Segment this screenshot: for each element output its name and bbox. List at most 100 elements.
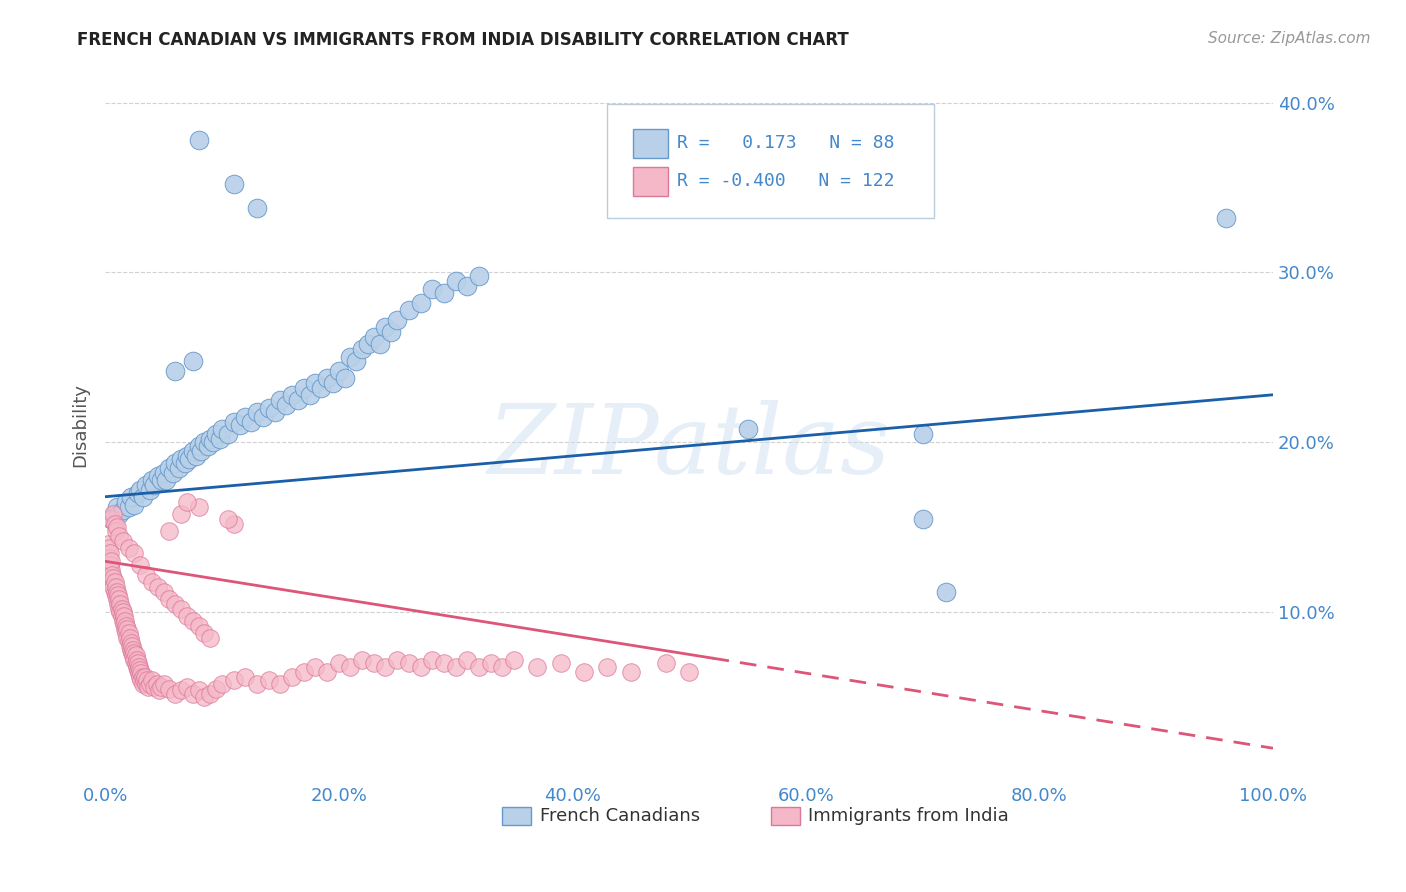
Point [110, 605, 132, 619]
Point [167, 460, 190, 475]
Point [176, 449, 198, 463]
Point [222, 516, 245, 531]
Point [620, 665, 643, 679]
Point [246, 676, 269, 690]
Point [100, 512, 122, 526]
Point [138, 676, 160, 690]
Point [162, 466, 184, 480]
Bar [633, 129, 668, 158]
Point [138, 680, 160, 694]
Point [120, 636, 142, 650]
Point [181, 614, 204, 628]
Point [176, 495, 198, 509]
Point [110, 602, 132, 616]
Point [124, 546, 146, 560]
Point [246, 405, 269, 419]
Point [115, 495, 138, 509]
Point [159, 681, 181, 696]
Point [111, 614, 134, 628]
Point [468, 659, 491, 673]
Point [344, 353, 367, 368]
Point [100, 563, 122, 577]
Text: FRENCH CANADIAN VS IMMIGRANTS FROM INDIA DISABILITY CORRELATION CHART: FRENCH CANADIAN VS IMMIGRANTS FROM INDIA… [77, 31, 849, 49]
Point [138, 483, 160, 497]
Point [200, 687, 222, 701]
Point [108, 529, 131, 543]
Point [263, 405, 285, 419]
Point [129, 483, 152, 497]
Point [276, 398, 298, 412]
Point [131, 490, 153, 504]
Point [105, 591, 128, 606]
Point [127, 657, 149, 671]
Point [193, 435, 215, 450]
Point [165, 364, 187, 378]
Point [143, 478, 166, 492]
Point [374, 659, 396, 673]
Point [252, 409, 274, 424]
Point [108, 591, 131, 606]
Point [131, 666, 153, 681]
Point [105, 520, 128, 534]
Point [322, 376, 344, 390]
Point [105, 500, 128, 514]
Point [155, 473, 177, 487]
Point [103, 580, 125, 594]
Text: Source: ZipAtlas.com: Source: ZipAtlas.com [1208, 31, 1371, 46]
Point [148, 683, 170, 698]
Point [141, 574, 163, 589]
Point [235, 670, 257, 684]
Point [173, 456, 195, 470]
Point [108, 507, 131, 521]
Point [125, 659, 148, 673]
Point [211, 676, 233, 690]
Point [197, 439, 219, 453]
Point [129, 670, 152, 684]
Point [101, 567, 124, 582]
Point [187, 439, 209, 453]
Point [201, 435, 224, 450]
Point [146, 580, 169, 594]
Point [111, 503, 134, 517]
Point [117, 631, 139, 645]
Point [104, 580, 127, 594]
Point [181, 687, 204, 701]
Point [316, 665, 339, 679]
Point [187, 683, 209, 698]
Point [127, 486, 149, 500]
Point [316, 371, 339, 385]
Point [385, 313, 408, 327]
Point [124, 646, 146, 660]
Point [117, 541, 139, 555]
Point [304, 659, 326, 673]
Point [281, 670, 304, 684]
Point [181, 443, 204, 458]
Point [135, 567, 157, 582]
Point [117, 625, 139, 640]
Point [131, 673, 153, 688]
Point [655, 657, 678, 671]
Point [129, 663, 152, 677]
Point [114, 622, 136, 636]
Point [96, 537, 118, 551]
Point [420, 282, 443, 296]
Point [596, 659, 619, 673]
Point [222, 177, 245, 191]
Point [107, 597, 129, 611]
Point [141, 473, 163, 487]
Point [127, 663, 149, 677]
Point [468, 268, 491, 283]
Text: French Canadians: French Canadians [540, 806, 700, 825]
Point [125, 653, 148, 667]
Point [121, 640, 143, 654]
Point [572, 665, 595, 679]
FancyBboxPatch shape [607, 104, 935, 219]
Point [103, 516, 125, 531]
Point [456, 279, 478, 293]
Point [159, 460, 181, 475]
Point [328, 364, 350, 378]
Point [911, 512, 934, 526]
Point [100, 512, 122, 526]
Point [100, 554, 122, 568]
Point [114, 614, 136, 628]
